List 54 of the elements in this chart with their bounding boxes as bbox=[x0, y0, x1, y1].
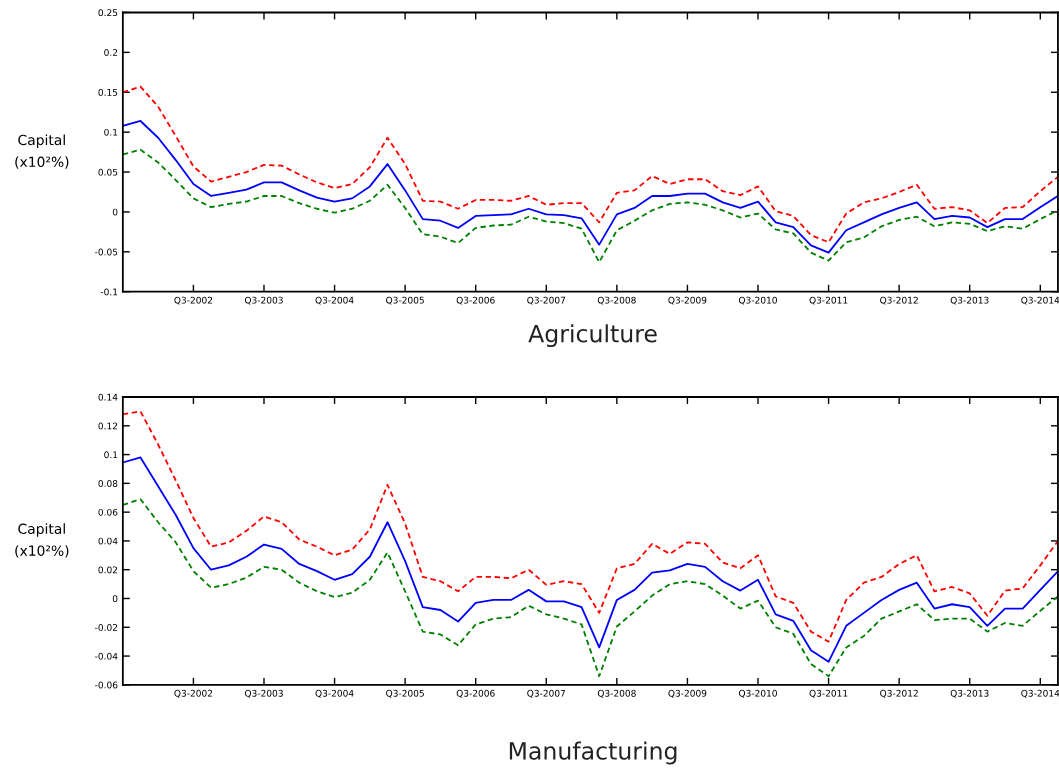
line-series bbox=[122, 498, 1058, 678]
x-tick-label: Q3-2009 bbox=[668, 296, 707, 305]
y-tick-label: -0.1 bbox=[100, 288, 118, 296]
x-tick-label: Q3-2010 bbox=[738, 689, 777, 698]
y-tick-label: 0.02 bbox=[98, 566, 118, 574]
x-tick-label: Q3-2007 bbox=[527, 689, 566, 698]
x-tick-label: Q3-2013 bbox=[950, 296, 989, 305]
y-tick-label: 0.25 bbox=[98, 9, 118, 17]
y-tick-label: 0 bbox=[112, 208, 118, 216]
x-tick-label: Q3-2014 bbox=[1021, 296, 1059, 305]
y-tick-label: 0.14 bbox=[98, 393, 118, 401]
line-series bbox=[122, 120, 1058, 254]
x-tick-label: Q3-2008 bbox=[597, 689, 636, 698]
x-tick-label: Q3-2011 bbox=[809, 296, 848, 305]
y-axis-title: Capital (x10²%) bbox=[15, 134, 69, 169]
y-tick-label: 0.1 bbox=[104, 451, 118, 459]
y-tick-label: -0.02 bbox=[95, 624, 118, 631]
x-tick-label: Q3-2014 bbox=[1021, 689, 1059, 698]
x-tick-label: Q3-2009 bbox=[668, 689, 707, 698]
x-tick-label: Q3-2012 bbox=[880, 689, 918, 698]
x-tick-label: Q3-2010 bbox=[738, 296, 777, 305]
y-tick-label: -0.04 bbox=[95, 652, 118, 660]
y-tick-label: -0.05 bbox=[95, 248, 118, 256]
x-axis-title: Manufacturing bbox=[509, 741, 677, 765]
x-tick-label: Q3-2006 bbox=[456, 296, 495, 305]
y-tick-label: 0.15 bbox=[98, 88, 118, 96]
y-tick-label: 0.08 bbox=[98, 480, 118, 487]
x-tick-label: Q3-2007 bbox=[527, 296, 566, 305]
y-tick-label: 0.1 bbox=[104, 128, 118, 136]
y-tick-label: 0.06 bbox=[98, 508, 118, 516]
x-tick-label: Q3-2003 bbox=[244, 689, 283, 698]
y-tick-label: 0.12 bbox=[98, 422, 118, 430]
x-axis-title: Agriculture bbox=[528, 324, 657, 348]
x-tick-label: Q3-2006 bbox=[456, 689, 495, 698]
y-tick-label: 0.05 bbox=[98, 168, 118, 176]
y-tick-label: 0 bbox=[112, 595, 118, 603]
line-series bbox=[122, 456, 1058, 663]
y-axis-title: Capital (x10²%) bbox=[15, 523, 69, 558]
x-tick-label: Q3-2013 bbox=[950, 689, 989, 698]
x-tick-label: Q3-2008 bbox=[597, 296, 636, 305]
x-tick-label: Q3-2002 bbox=[174, 689, 213, 698]
line-series bbox=[122, 410, 1058, 643]
y-tick-label: 0.04 bbox=[98, 537, 118, 545]
y-tick-label: -0.06 bbox=[95, 681, 118, 689]
x-tick-label: Q3-2005 bbox=[386, 689, 424, 698]
line-series bbox=[122, 85, 1058, 244]
x-tick-label: Q3-2002 bbox=[174, 296, 213, 305]
y-tick-label: 0.2 bbox=[104, 49, 118, 56]
x-tick-label: Q3-2004 bbox=[315, 296, 354, 305]
x-tick-label: Q3-2011 bbox=[809, 689, 848, 698]
x-tick-label: Q3-2003 bbox=[244, 296, 283, 305]
x-tick-label: Q3-2012 bbox=[880, 296, 918, 305]
x-tick-label: Q3-2005 bbox=[386, 296, 424, 305]
x-tick-label: Q3-2004 bbox=[315, 689, 354, 698]
